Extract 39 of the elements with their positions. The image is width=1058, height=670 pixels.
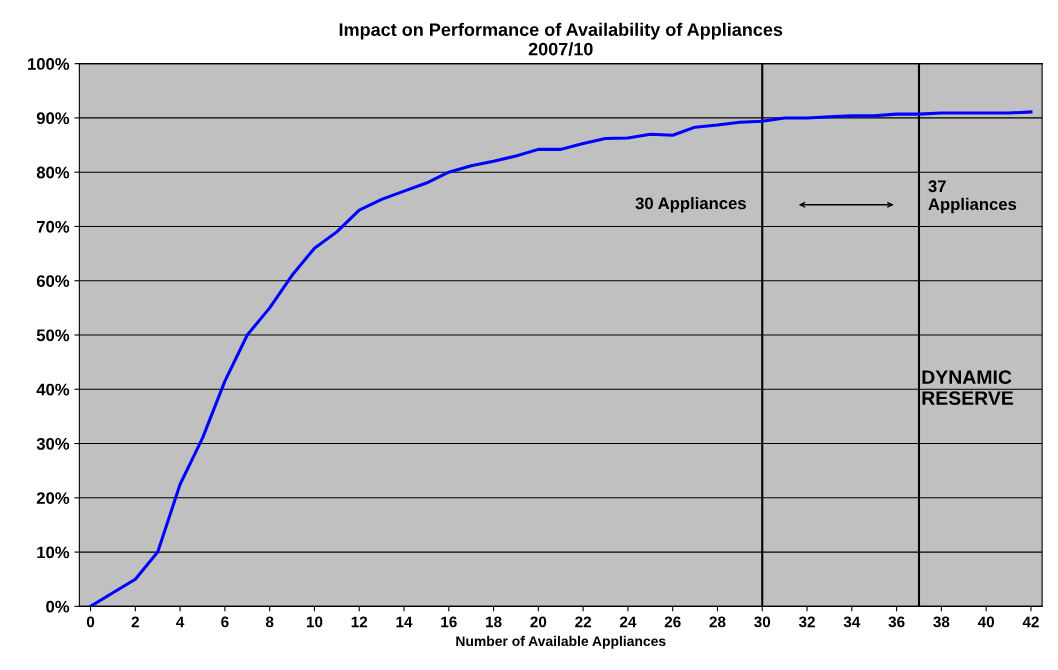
chart-title: Impact on Performance of Availability of Appliances 2007/10 bbox=[339, 22, 783, 56]
ref-line-label: 37 Appliances bbox=[928, 180, 1017, 214]
y-tick-label: 60% bbox=[36, 275, 70, 287]
x-tick-label: 2 bbox=[131, 616, 139, 628]
x-tick-label: 16 bbox=[441, 616, 457, 628]
y-tick-label: 30% bbox=[36, 437, 70, 450]
line-series bbox=[89, 110, 1033, 607]
x-tick-label: 20 bbox=[530, 616, 547, 628]
x-tick-label: 38 bbox=[933, 616, 950, 628]
y-tick-label: 50% bbox=[36, 329, 70, 342]
x-tick-label: 18 bbox=[486, 616, 502, 628]
x-tick-label: 8 bbox=[265, 616, 274, 628]
x-tick-label: 14 bbox=[396, 616, 413, 628]
annotation: DYNAMIC RESERVE bbox=[922, 370, 1014, 405]
ref-line-label: 30 Appliances bbox=[635, 196, 746, 213]
y-tick-label: 70% bbox=[36, 220, 70, 233]
x-tick-label: 6 bbox=[221, 616, 229, 628]
y-tick-label: 80% bbox=[36, 166, 70, 179]
x-tick-label: 4 bbox=[176, 616, 185, 628]
x-tick-label: 30 bbox=[754, 616, 771, 628]
x-tick-label: 36 bbox=[888, 616, 905, 628]
y-tick-label: 90% bbox=[36, 112, 70, 125]
y-tick-label: 20% bbox=[36, 492, 70, 505]
y-tick-label: 10% bbox=[37, 546, 70, 559]
x-tick-label: 28 bbox=[709, 616, 726, 628]
x-tick-label: 26 bbox=[664, 616, 681, 628]
x-tick-label: 10 bbox=[306, 616, 323, 628]
x-tick-label: 34 bbox=[843, 616, 861, 628]
x-axis-title: Number of Available Appliances bbox=[456, 635, 666, 649]
x-tick-label: 40 bbox=[977, 616, 995, 628]
x-tick-label: 42 bbox=[1022, 616, 1039, 628]
y-tick-label: 40% bbox=[36, 383, 70, 396]
x-tick-label: 24 bbox=[619, 616, 637, 628]
x-tick-label: 32 bbox=[798, 616, 815, 628]
x-tick-label: 0 bbox=[86, 616, 95, 628]
x-tick-label: 22 bbox=[575, 616, 592, 628]
y-tick-label: 0% bbox=[46, 600, 70, 613]
x-tick-label: 12 bbox=[351, 616, 368, 628]
y-tick-label: 100% bbox=[28, 58, 70, 70]
